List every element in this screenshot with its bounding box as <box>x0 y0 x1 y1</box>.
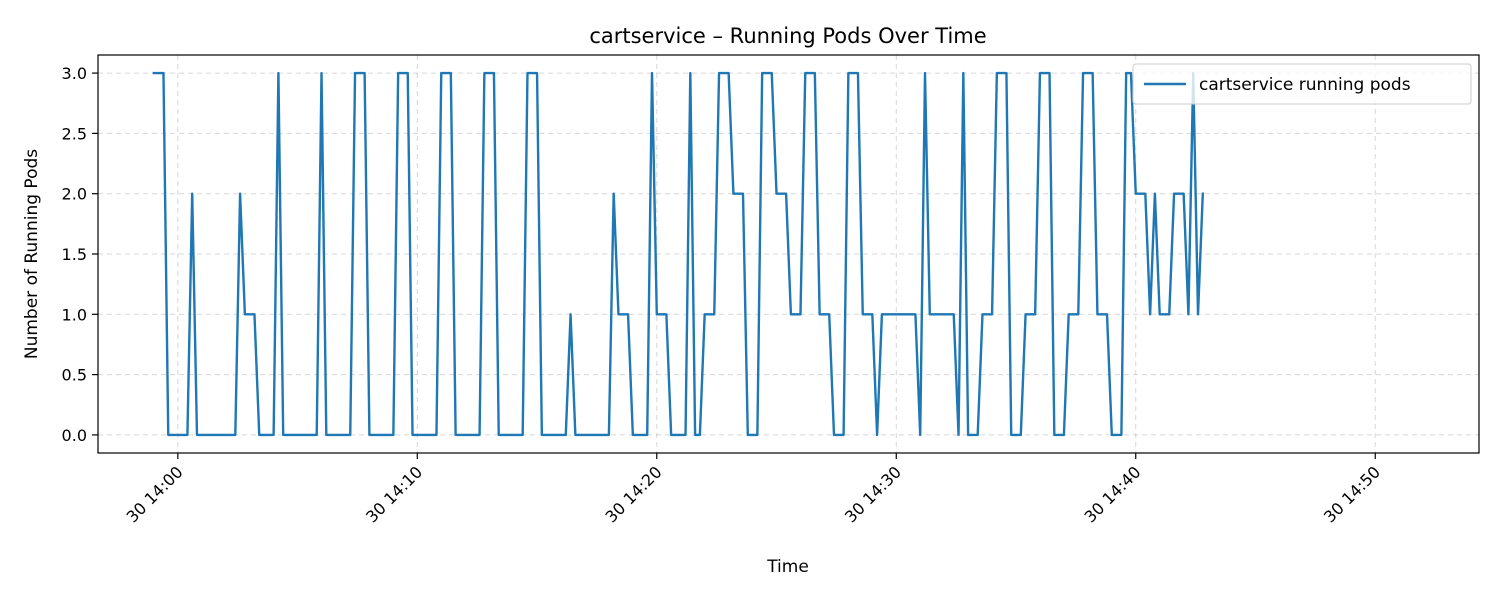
data-layer <box>152 71 1205 437</box>
x-tick-label: 30 14:20 <box>602 462 666 526</box>
legend: cartservice running pods <box>1132 63 1472 105</box>
x-tick-label: 30 14:30 <box>841 462 905 526</box>
y-tick-label: 1.5 <box>62 245 87 264</box>
x-tick-label: 30 14:50 <box>1320 462 1384 526</box>
chart-title: cartservice – Running Pods Over Time <box>589 24 986 48</box>
x-axis-label: Time <box>766 557 809 577</box>
x-tick-label: 30 14:40 <box>1081 462 1145 526</box>
y-tick-label: 3.0 <box>62 64 87 83</box>
legend-label: cartservice running pods <box>1199 75 1411 95</box>
legend-box <box>1132 63 1472 105</box>
y-axis-label: Number of Running Pods <box>22 149 42 359</box>
y-tick-label: 2.0 <box>62 185 87 204</box>
y-tick-label: 0.5 <box>62 366 87 385</box>
series-line-cartservice <box>152 71 1205 437</box>
x-tick-label: 30 14:00 <box>123 462 187 526</box>
y-tick-label: 1.0 <box>62 305 87 324</box>
y-tick-label: 2.5 <box>62 124 87 143</box>
y-tick-label: 0.0 <box>62 426 87 445</box>
x-tick-label: 30 14:10 <box>362 462 426 526</box>
